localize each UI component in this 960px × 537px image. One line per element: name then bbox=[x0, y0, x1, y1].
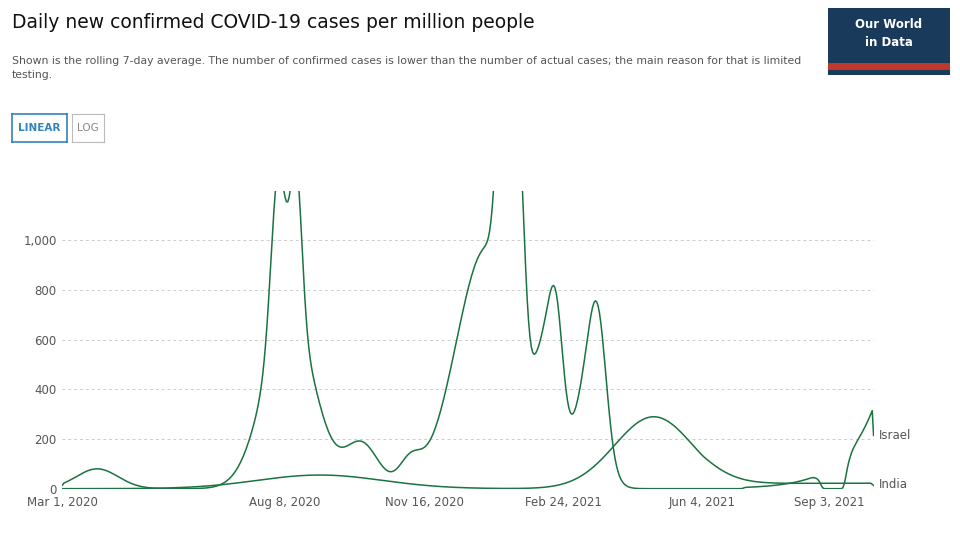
Text: LINEAR: LINEAR bbox=[18, 124, 60, 133]
Text: Shown is the rolling 7-day average. The number of confirmed cases is lower than : Shown is the rolling 7-day average. The … bbox=[12, 56, 801, 79]
Text: LOG: LOG bbox=[77, 124, 99, 133]
Text: Our World
in Data: Our World in Data bbox=[855, 18, 923, 49]
Text: India: India bbox=[879, 478, 908, 491]
Text: Israel: Israel bbox=[879, 429, 912, 442]
Text: Daily new confirmed COVID-19 cases per million people: Daily new confirmed COVID-19 cases per m… bbox=[12, 13, 534, 32]
